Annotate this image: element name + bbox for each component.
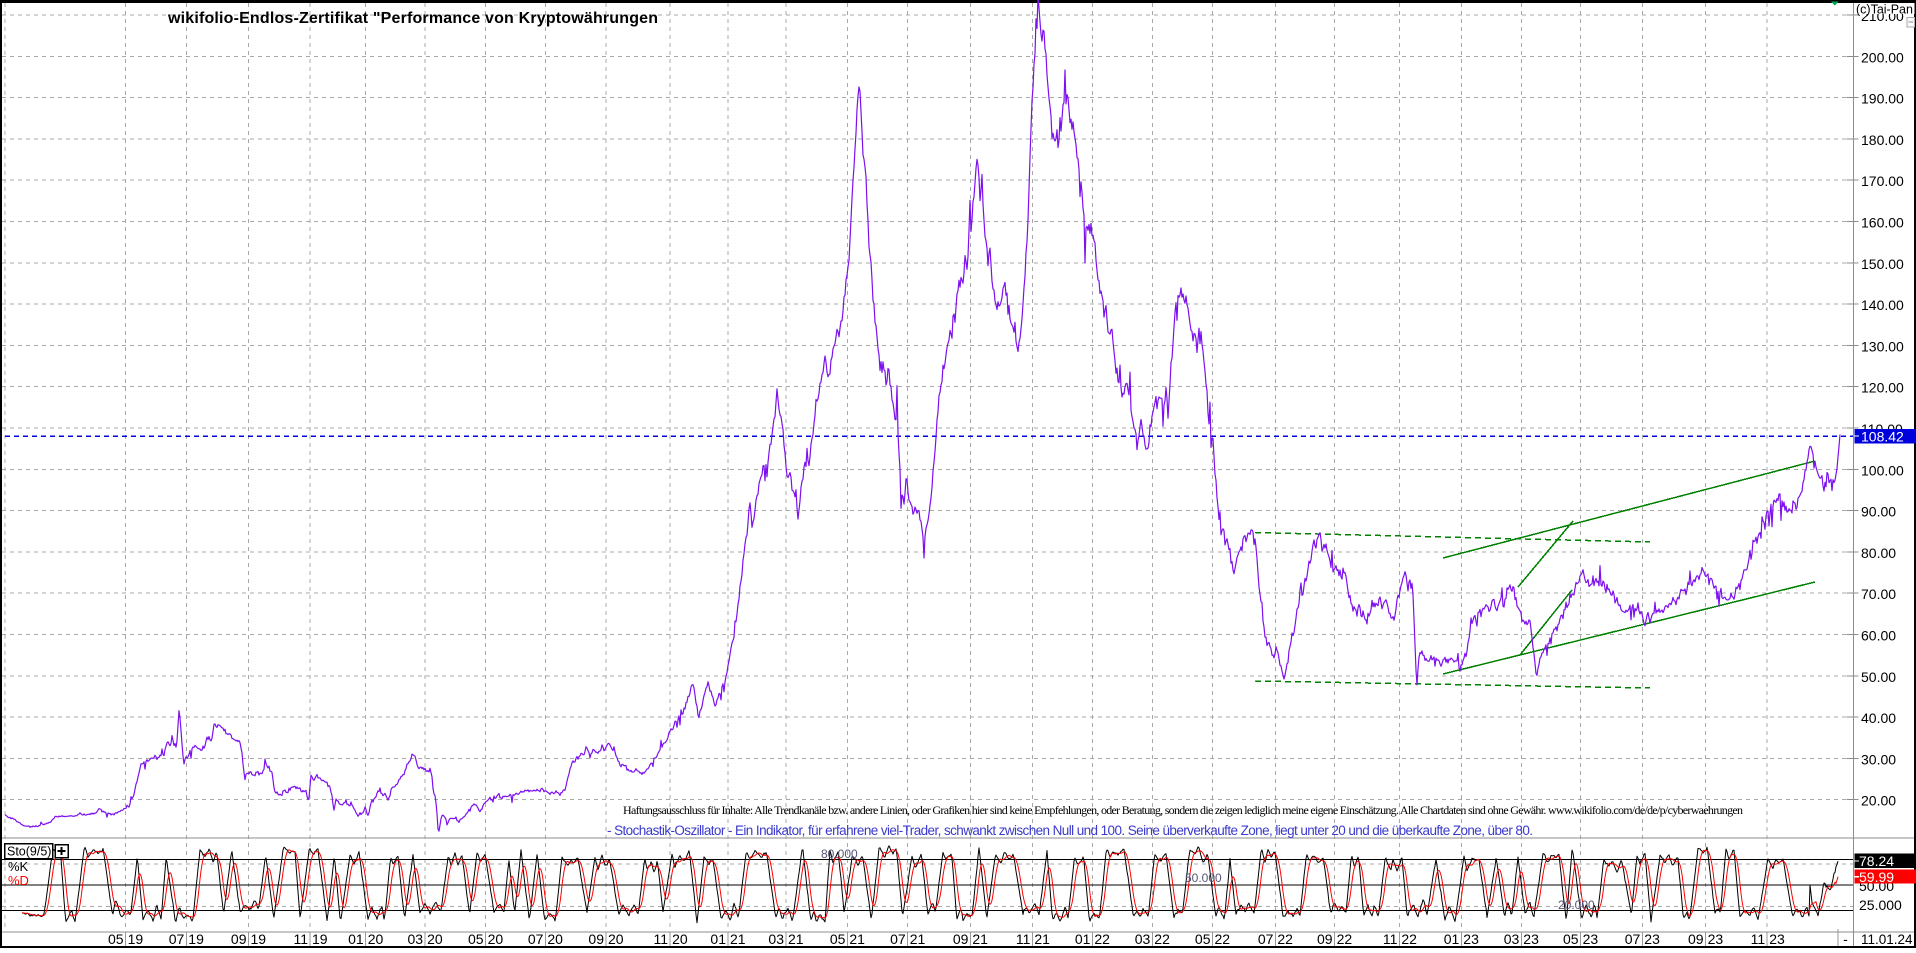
- svg-text:22: 22: [1337, 931, 1353, 947]
- svg-text:20: 20: [608, 931, 624, 947]
- svg-text:09: 09: [1317, 931, 1333, 947]
- svg-text:50.00: 50.00: [1861, 669, 1896, 685]
- svg-text:wikifolio-Endlos-Zertifikat "P: wikifolio-Endlos-Zertifikat "Performance…: [167, 10, 658, 27]
- svg-text:30.00: 30.00: [1861, 751, 1896, 767]
- svg-text:78.24: 78.24: [1859, 853, 1894, 869]
- svg-text:20.00: 20.00: [1861, 793, 1896, 809]
- svg-text:20: 20: [488, 931, 504, 947]
- svg-text:25.000: 25.000: [1859, 897, 1902, 913]
- svg-text:22: 22: [1215, 931, 1231, 947]
- svg-text:140.00: 140.00: [1861, 297, 1904, 313]
- svg-text:180.00: 180.00: [1861, 132, 1904, 148]
- svg-text:07: 07: [169, 931, 185, 947]
- svg-text:23: 23: [1644, 931, 1660, 947]
- svg-text:01: 01: [710, 931, 726, 947]
- svg-text:20: 20: [672, 931, 688, 947]
- svg-text:22: 22: [1154, 931, 1170, 947]
- svg-text:100.00: 100.00: [1861, 462, 1904, 478]
- svg-text:170.00: 170.00: [1861, 173, 1904, 189]
- svg-text:19: 19: [251, 931, 267, 947]
- svg-text:01: 01: [1075, 931, 1091, 947]
- svg-text:20: 20: [427, 931, 443, 947]
- svg-text:20: 20: [368, 931, 384, 947]
- svg-text:80.00: 80.00: [1861, 545, 1896, 561]
- svg-text:19: 19: [188, 931, 204, 947]
- svg-text:22: 22: [1094, 931, 1110, 947]
- svg-text:40.00: 40.00: [1861, 710, 1896, 726]
- svg-text:23: 23: [1583, 931, 1599, 947]
- svg-text:23: 23: [1708, 931, 1724, 947]
- svg-text:03: 03: [1504, 931, 1520, 947]
- svg-text:11: 11: [1016, 931, 1031, 947]
- svg-text:05: 05: [468, 931, 484, 947]
- svg-text:150.00: 150.00: [1861, 256, 1904, 272]
- svg-text:11: 11: [1751, 931, 1766, 947]
- svg-text:09: 09: [231, 931, 247, 947]
- svg-text:70.00: 70.00: [1861, 586, 1896, 602]
- svg-text:Haftungsausschluss für Inhalte: Haftungsausschluss für Inhalte: Alle Tre…: [623, 803, 1743, 817]
- svg-text:%D: %D: [8, 873, 29, 888]
- svg-text:09: 09: [1688, 931, 1704, 947]
- svg-text:190.00: 190.00: [1861, 91, 1904, 107]
- svg-text:22: 22: [1277, 931, 1293, 947]
- svg-text:200.00: 200.00: [1861, 49, 1904, 65]
- svg-text:(c)Tai-Pan: (c)Tai-Pan: [1856, 3, 1913, 17]
- svg-text:50.000: 50.000: [1185, 871, 1222, 885]
- svg-text:11: 11: [654, 931, 669, 947]
- svg-text:21: 21: [910, 931, 926, 947]
- svg-text:60.00: 60.00: [1861, 628, 1896, 644]
- svg-text:03: 03: [408, 931, 424, 947]
- svg-text:07: 07: [890, 931, 906, 947]
- svg-text:19: 19: [128, 931, 144, 947]
- svg-text:11: 11: [293, 931, 308, 947]
- svg-text:90.00: 90.00: [1861, 504, 1896, 520]
- svg-text:01: 01: [1444, 931, 1460, 947]
- svg-text:05: 05: [1563, 931, 1579, 947]
- svg-text:21: 21: [1034, 931, 1050, 947]
- svg-text:23: 23: [1769, 931, 1785, 947]
- svg-text:07: 07: [1625, 931, 1641, 947]
- svg-text:130.00: 130.00: [1861, 338, 1904, 354]
- svg-text:160.00: 160.00: [1861, 215, 1904, 231]
- svg-text:108.42: 108.42: [1861, 429, 1904, 445]
- svg-text:23: 23: [1463, 931, 1479, 947]
- svg-text:23: 23: [1523, 931, 1539, 947]
- svg-text:80.000: 80.000: [821, 847, 858, 861]
- svg-text:11: 11: [1383, 931, 1398, 947]
- svg-text:22: 22: [1401, 931, 1417, 947]
- svg-text:09: 09: [588, 931, 604, 947]
- svg-text:07: 07: [528, 931, 544, 947]
- svg-text:- Stochastik-Oszillator - Ein: - Stochastik-Oszillator - Ein Indikator,…: [607, 823, 1533, 838]
- svg-text:03: 03: [768, 931, 784, 947]
- svg-text:21: 21: [788, 931, 804, 947]
- svg-text:20: 20: [547, 931, 563, 947]
- svg-text:21: 21: [972, 931, 988, 947]
- svg-text:05: 05: [108, 931, 124, 947]
- svg-text:05: 05: [1195, 931, 1211, 947]
- svg-text:%K: %K: [8, 859, 29, 874]
- svg-text:09: 09: [953, 931, 969, 947]
- svg-text:07: 07: [1258, 931, 1274, 947]
- svg-text:05: 05: [830, 931, 846, 947]
- svg-text:11.01.24: 11.01.24: [1861, 932, 1913, 947]
- svg-text:Sto(9/5): Sto(9/5): [7, 845, 51, 859]
- svg-text:-: -: [1843, 931, 1848, 947]
- svg-text:19: 19: [312, 931, 328, 947]
- svg-text:120.00: 120.00: [1861, 380, 1904, 396]
- svg-text:20.000: 20.000: [1558, 898, 1595, 912]
- svg-text:59.99: 59.99: [1859, 869, 1894, 885]
- svg-text:21: 21: [849, 931, 865, 947]
- svg-text:21: 21: [730, 931, 746, 947]
- svg-text:01: 01: [348, 931, 364, 947]
- svg-text:03: 03: [1135, 931, 1151, 947]
